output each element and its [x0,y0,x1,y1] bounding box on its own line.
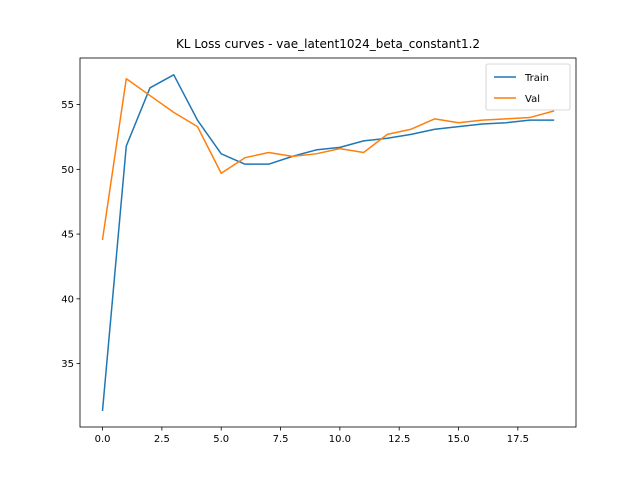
y-tick-label: 35 [61,359,74,370]
y-tick-label: 50 [61,165,74,176]
series-line-val [101,77,555,241]
x-tick-label: 7.5 [273,434,289,445]
x-tick-label: 17.5 [507,434,529,445]
x-tick-label: 0.0 [95,434,111,445]
axes-frame [79,57,577,428]
legend-label-train: Train [524,73,549,84]
x-axis: 0.0 2.5 5.0 7.5 10.0 12.5 15.0 17.5 [95,427,529,445]
x-tick-label: 12.5 [388,434,410,445]
plot-area [79,57,577,428]
legend: Train Val [485,63,571,111]
y-tick-label: 55 [61,100,74,111]
x-tick-label: 2.5 [154,434,170,445]
x-tick-label: 15.0 [447,434,469,445]
x-tick-label: 5.0 [213,434,229,445]
y-tick-label: 40 [61,294,74,305]
series-line-train [101,74,555,411]
y-tick-label: 45 [61,230,74,241]
legend-label-val: Val [525,94,540,105]
y-axis: 35 40 45 50 55 [61,100,80,370]
x-tick-label: 10.0 [329,434,351,445]
chart-title: KL Loss curves - vae_latent1024_beta_con… [176,37,480,51]
